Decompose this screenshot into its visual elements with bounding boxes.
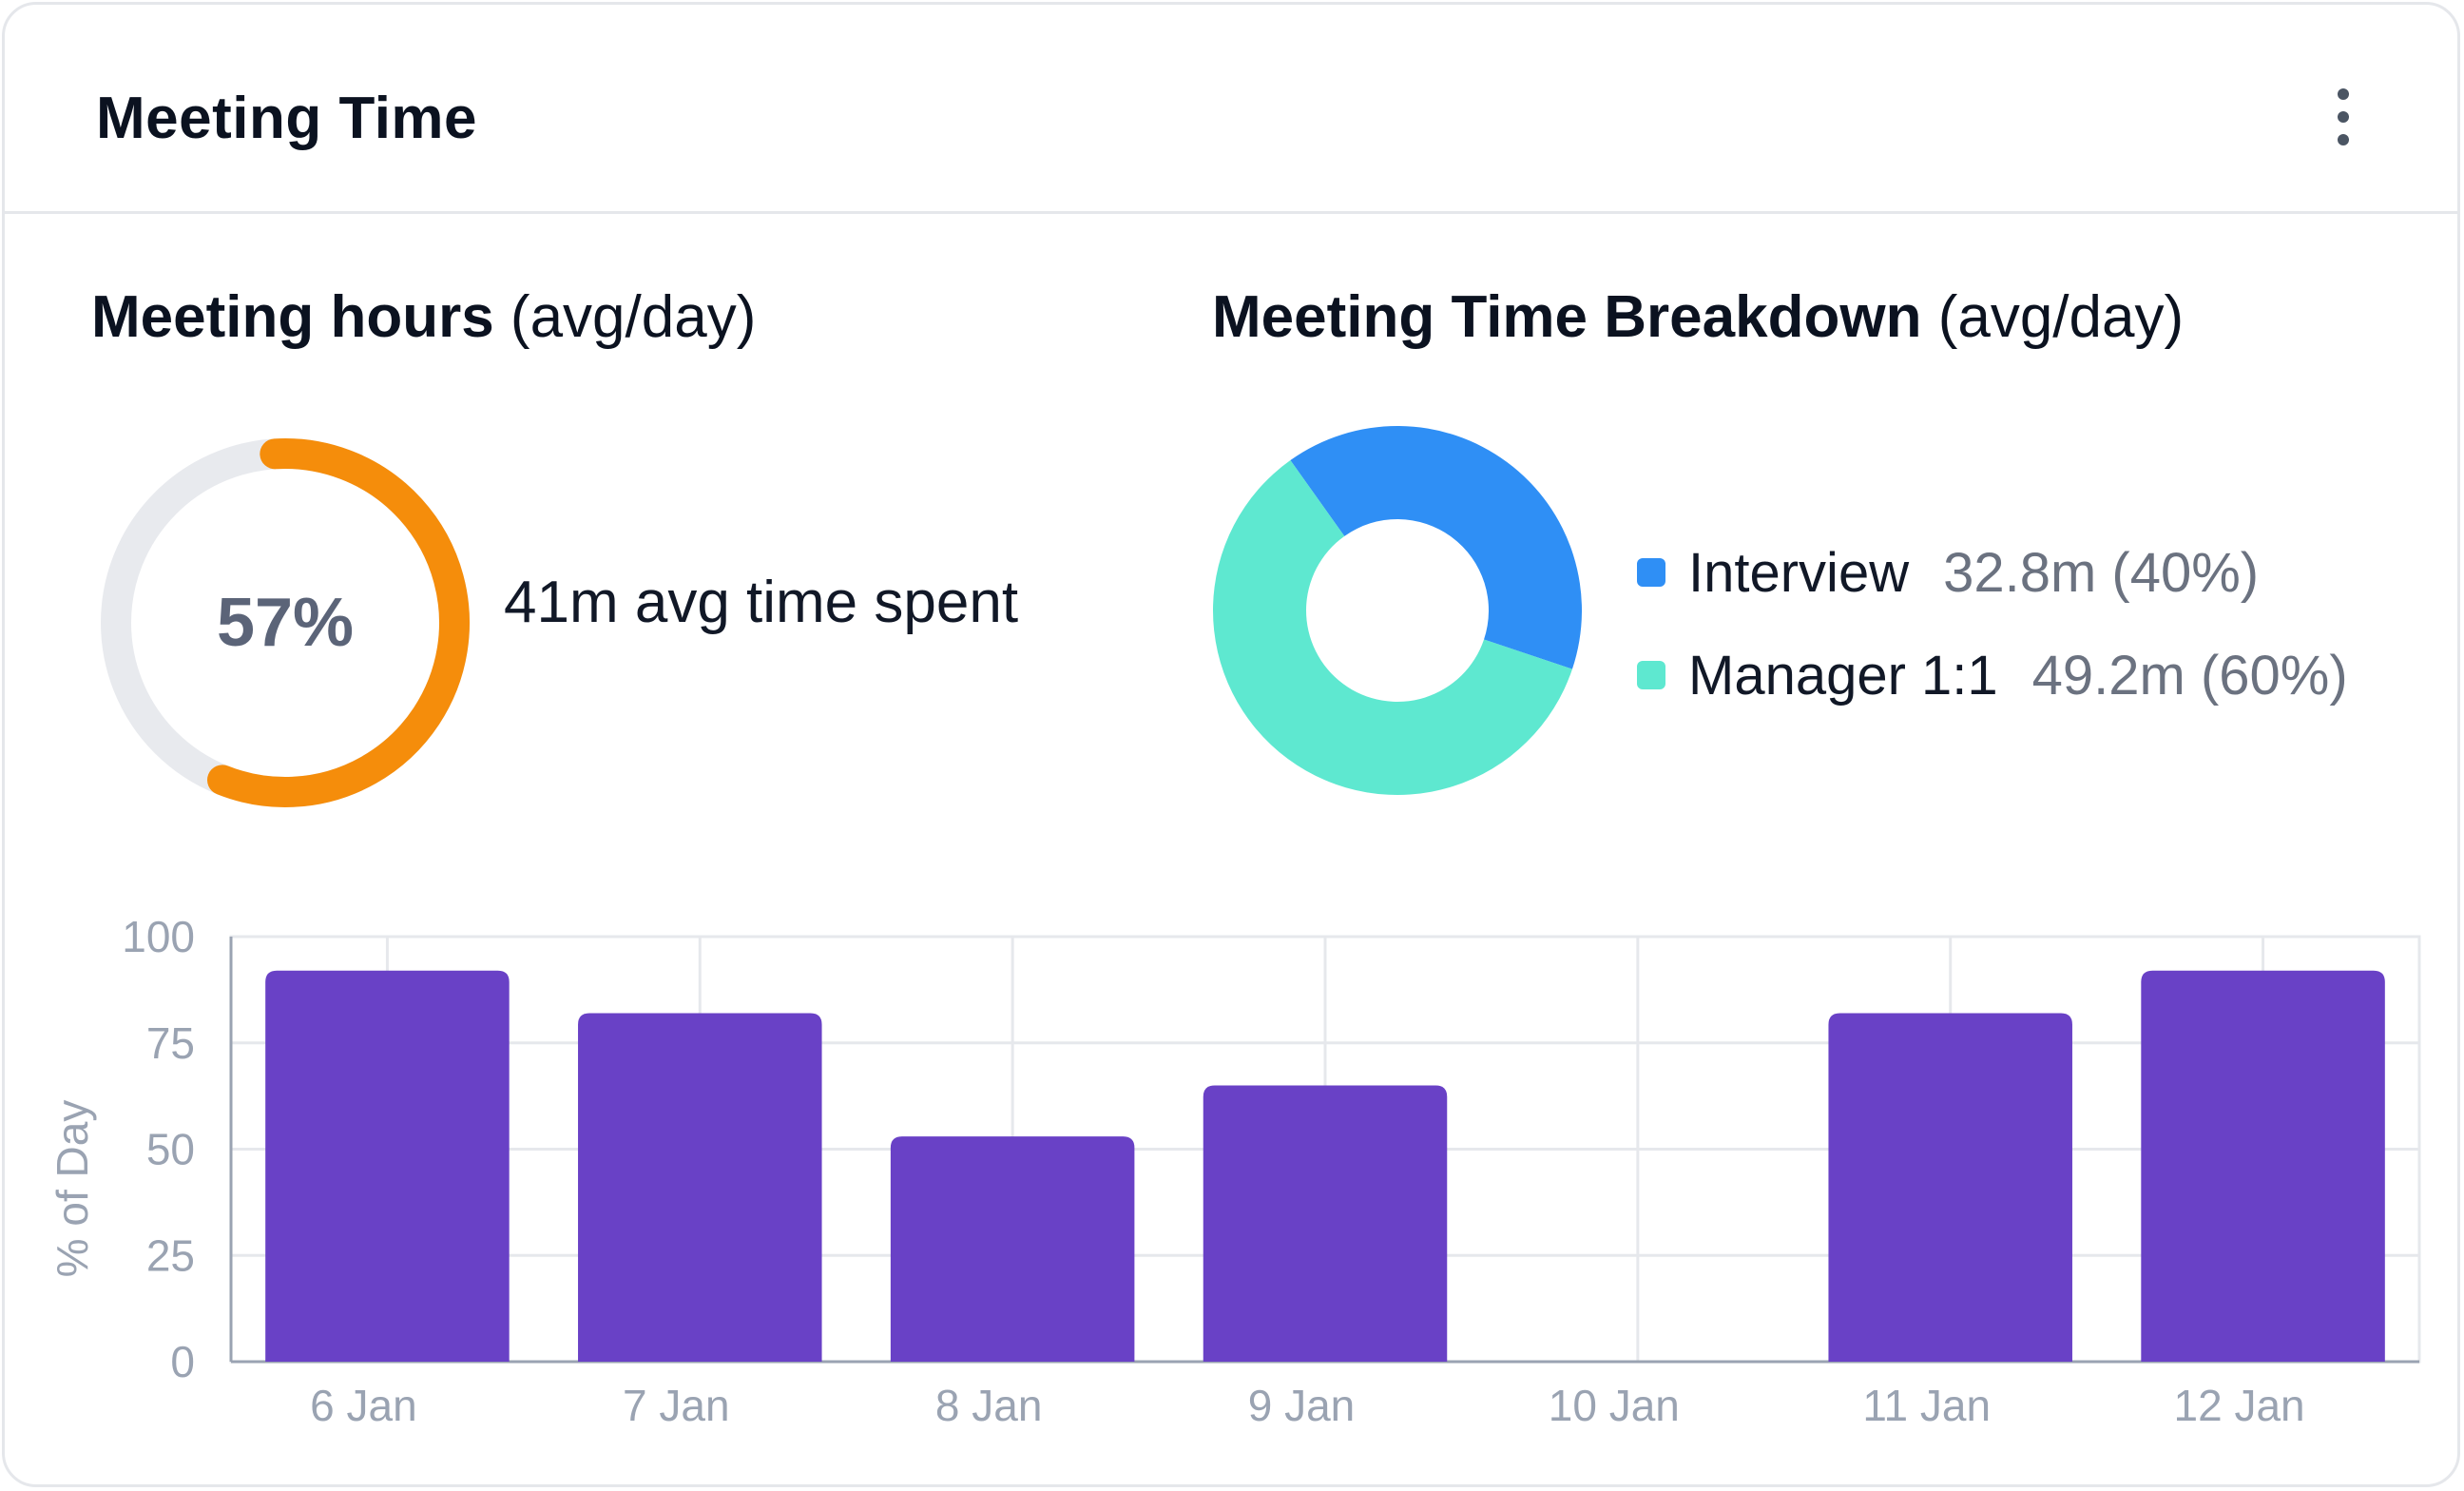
avg-time-caption: 41m avg time spent: [504, 570, 1019, 635]
bar-11-jan[interactable]: [1828, 1013, 2072, 1362]
x-tick-label: 8 Jan: [935, 1381, 1043, 1426]
breakdown-title-suffix: (avg/day): [1937, 284, 2185, 350]
bar-8-jan[interactable]: [890, 1136, 1135, 1362]
donut-slice-manager-1-1: [1213, 460, 1572, 796]
card-title: Meeting Time: [96, 86, 478, 151]
daily-meeting-bar-chart: 0 25 50 75 100 6 Jan 7 Jan 8 Jan 9 Jan 10 Jan 11 …: [48, 912, 2421, 1426]
y-tick-label: 25: [146, 1230, 195, 1280]
x-tick-label: 6 Jan: [310, 1381, 417, 1426]
x-tick-label: 10 Jan: [1549, 1381, 1680, 1426]
legend-label-interview: Interview: [1688, 541, 1910, 604]
y-tick-label: 75: [146, 1018, 195, 1068]
breakdown-title-text: Meeting Time Breakdown: [1212, 284, 1922, 350]
legend-value-interview: 32.8m (40%): [1943, 541, 2260, 604]
y-tick-label: 0: [170, 1337, 195, 1386]
donut-slice-interview: [1290, 426, 1582, 669]
breakdown-donut-chart: [1213, 426, 1582, 796]
x-axis-ticks: 6 Jan 7 Jan 8 Jan 9 Jan 10 Jan 11 Jan 12 Jan: [310, 1381, 2304, 1426]
card-header: Meeting Time: [5, 5, 2457, 214]
breakdown-legend: Interview 32.8m (40%) Manager 1:1 49.2m …: [1637, 521, 2348, 726]
bar-9-jan[interactable]: [1203, 1085, 1448, 1362]
y-tick-label: 100: [122, 912, 195, 961]
x-tick-label: 9 Jan: [1248, 1381, 1356, 1426]
legend-swatch-manager: [1637, 661, 1665, 689]
legend-value-manager: 49.2m (60%): [2031, 644, 2348, 707]
breakdown-title: Meeting Time Breakdown (avg/day): [1212, 283, 2184, 351]
chart-bars: [265, 970, 2385, 1362]
y-axis-ticks: 0 25 50 75 100: [122, 912, 195, 1386]
meeting-hours-title-text: Meeting hours: [91, 284, 494, 350]
bar-7-jan[interactable]: [578, 1013, 822, 1362]
legend-item-manager: Manager 1:1 49.2m (60%): [1637, 624, 2348, 726]
y-tick-label: 50: [146, 1125, 195, 1174]
legend-swatch-interview: [1637, 558, 1665, 587]
meeting-hours-gauge: [101, 438, 470, 807]
legend-label-manager: Manager 1:1: [1688, 644, 1998, 707]
bar-12-jan[interactable]: [2141, 970, 2385, 1362]
x-tick-label: 11 Jan: [1862, 1381, 1991, 1426]
bar-6-jan[interactable]: [265, 970, 510, 1362]
meeting-hours-title: Meeting hours (avg/day): [91, 283, 756, 351]
y-axis-title: % of Day: [48, 1100, 97, 1278]
more-vertical-icon[interactable]: [2324, 88, 2362, 145]
x-tick-label: 7 Jan: [623, 1381, 730, 1426]
legend-item-interview: Interview 32.8m (40%): [1637, 521, 2348, 624]
gauge-progress: [207, 438, 470, 807]
meeting-hours-title-suffix: (avg/day): [510, 284, 757, 350]
gauge-percent-label: 57%: [216, 585, 355, 661]
x-tick-label: 12 Jan: [2174, 1381, 2305, 1426]
